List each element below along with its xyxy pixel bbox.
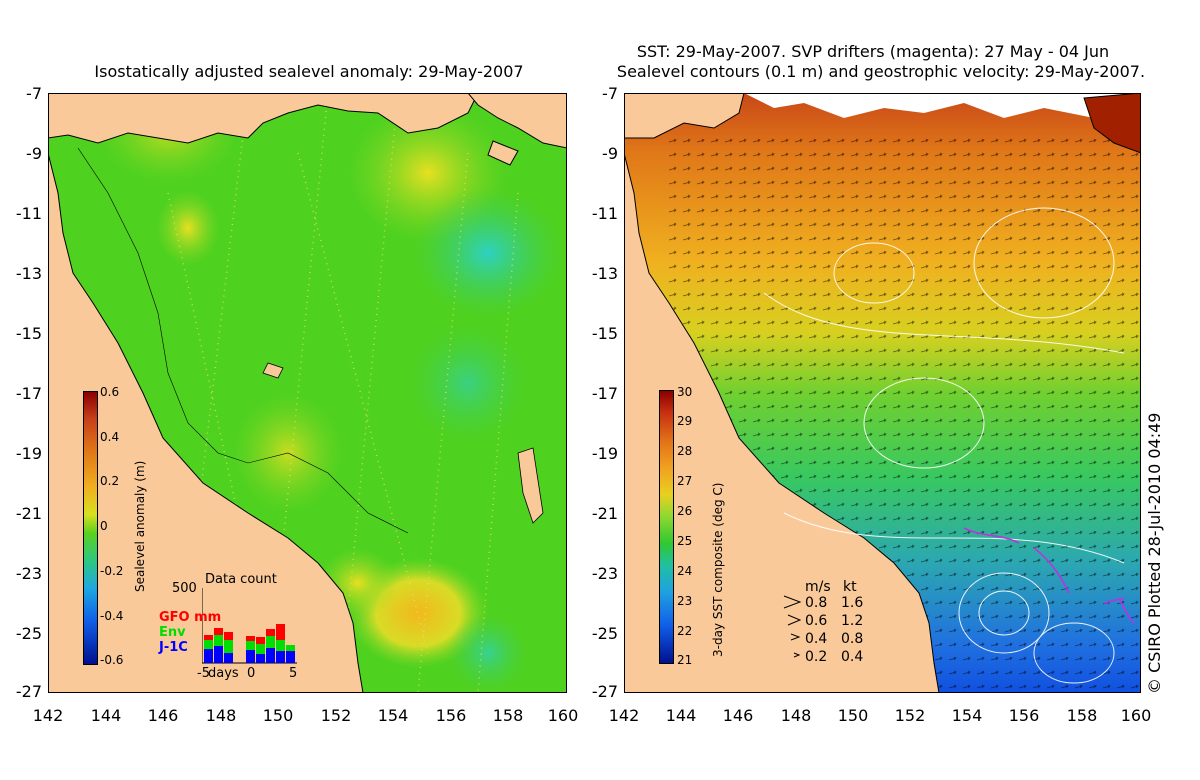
velocity-legend-ms: 0.8 bbox=[805, 595, 828, 611]
left-ytick: -9 bbox=[26, 144, 42, 163]
right-xtick: 146 bbox=[722, 706, 754, 725]
left-xtick: 150 bbox=[262, 706, 294, 725]
right-colorbar-label: 3-day SST composite (deg C) bbox=[711, 482, 725, 657]
right-xtick: 158 bbox=[1066, 706, 1098, 725]
left-xtick: 152 bbox=[320, 706, 352, 725]
left-ytick: -19 bbox=[15, 444, 42, 463]
data-count-max: 500 bbox=[172, 581, 197, 596]
right-map-title-line1: SST: 29-May-2007. SVP drifters (magenta)… bbox=[636, 42, 1110, 61]
right-ytick: -17 bbox=[591, 384, 618, 403]
left-land-png bbox=[48, 93, 567, 144]
velocity-legend-kt: 0.4 bbox=[841, 649, 864, 665]
right-xtick: 152 bbox=[894, 706, 926, 725]
data-count-xtick: 0 bbox=[247, 666, 256, 681]
left-ytick: -21 bbox=[15, 504, 42, 523]
data-count-histogram bbox=[202, 588, 297, 664]
left-cbtick: -0.4 bbox=[100, 609, 124, 623]
left-cbtick: -0.2 bbox=[100, 564, 124, 578]
left-cbtick: 0.4 bbox=[100, 430, 120, 444]
left-xtick: 160 bbox=[547, 706, 579, 725]
velocity-legend-ms-header: m/s bbox=[805, 579, 831, 595]
data-count-xtick: days bbox=[208, 666, 239, 681]
right-ytick: -9 bbox=[602, 144, 618, 163]
right-land-png bbox=[624, 93, 745, 139]
right-cbtick: 27 bbox=[677, 474, 693, 488]
left-xtick: 158 bbox=[492, 706, 524, 725]
velocity-legend-kt: 0.8 bbox=[841, 631, 864, 647]
left-ytick: -7 bbox=[26, 84, 42, 103]
legend-gfo: GFO mm bbox=[159, 610, 222, 625]
velocity-legend-arrows bbox=[783, 595, 802, 658]
legend-j1c: J-1C bbox=[159, 640, 188, 655]
right-map-frame bbox=[624, 93, 1141, 693]
left-ytick: -13 bbox=[15, 264, 42, 283]
data-count-title: Data count bbox=[205, 572, 277, 587]
right-cbtick: 24 bbox=[677, 564, 693, 578]
left-xtick: 146 bbox=[147, 706, 179, 725]
velocity-legend-ms: 0.2 bbox=[805, 649, 828, 665]
left-ytick: -23 bbox=[15, 564, 42, 583]
left-ytick: -11 bbox=[15, 204, 42, 223]
right-xtick: 144 bbox=[665, 706, 697, 725]
velocity-legend-kt: 1.2 bbox=[841, 613, 864, 629]
left-land-australia bbox=[48, 152, 364, 693]
right-ytick: -19 bbox=[591, 444, 618, 463]
right-cbtick: 29 bbox=[677, 414, 693, 428]
csiro-watermark: © CSIRO Plotted 28-Jul-2010 04:49 bbox=[1145, 412, 1164, 694]
right-cbtick: 22 bbox=[677, 624, 693, 638]
velocity-legend-kt: 1.6 bbox=[841, 595, 864, 611]
right-xtick: 154 bbox=[951, 706, 983, 725]
right-land-australia bbox=[624, 152, 940, 693]
right-ytick: -15 bbox=[591, 324, 618, 343]
left-colorbar bbox=[83, 391, 98, 665]
right-cbtick: 25 bbox=[677, 534, 693, 548]
right-ytick: -23 bbox=[591, 564, 618, 583]
left-land-islands bbox=[467, 93, 567, 149]
left-xtick: 144 bbox=[90, 706, 122, 725]
right-cbtick: 28 bbox=[677, 444, 693, 458]
data-count-xtick: 5 bbox=[289, 666, 298, 681]
left-cbtick: 0.2 bbox=[100, 474, 120, 488]
left-xtick: 154 bbox=[377, 706, 409, 725]
right-cbtick: 23 bbox=[677, 594, 693, 608]
right-xtick: 148 bbox=[780, 706, 812, 725]
left-map bbox=[48, 93, 567, 693]
left-xtick: 148 bbox=[205, 706, 237, 725]
left-xtick: 156 bbox=[435, 706, 467, 725]
left-ytick: -25 bbox=[15, 624, 42, 643]
left-xtick: 142 bbox=[32, 706, 64, 725]
right-xtick: 160 bbox=[1120, 706, 1152, 725]
right-cbtick: 30 bbox=[677, 385, 693, 399]
right-cbtick: 21 bbox=[677, 653, 693, 667]
right-xtick: 142 bbox=[608, 706, 640, 725]
right-ytick: -25 bbox=[591, 624, 618, 643]
right-ytick: -7 bbox=[602, 84, 618, 103]
right-xtick: 156 bbox=[1008, 706, 1040, 725]
data-count-xtick: -5 bbox=[197, 666, 210, 681]
right-xtick: 150 bbox=[837, 706, 869, 725]
left-cbtick: 0 bbox=[100, 519, 108, 533]
right-colorbar bbox=[659, 390, 674, 664]
right-ytick: -13 bbox=[591, 264, 618, 283]
right-cbtick: 26 bbox=[677, 504, 693, 518]
left-ytick: -17 bbox=[15, 384, 42, 403]
left-ytick: -27 bbox=[15, 682, 42, 701]
right-ytick: -21 bbox=[591, 504, 618, 523]
legend-env: Env bbox=[159, 625, 186, 640]
left-cbtick: -0.6 bbox=[100, 653, 124, 667]
right-map-title-line2: Sealevel contours (0.1 m) and geostrophi… bbox=[616, 62, 1146, 81]
velocity-legend-kt-header: kt bbox=[843, 579, 857, 595]
velocity-legend-ms: 0.4 bbox=[805, 631, 828, 647]
right-map bbox=[624, 93, 1141, 693]
left-cbtick: 0.6 bbox=[100, 385, 120, 399]
left-ytick: -15 bbox=[15, 324, 42, 343]
left-colorbar-label: Sealevel anomaly (m) bbox=[133, 460, 147, 592]
right-ytick: -27 bbox=[591, 682, 618, 701]
left-map-frame bbox=[48, 93, 567, 693]
velocity-legend-ms: 0.6 bbox=[805, 613, 828, 629]
right-ytick: -11 bbox=[591, 204, 618, 223]
left-map-title: Isostatically adjusted sealevel anomaly:… bbox=[94, 62, 524, 81]
